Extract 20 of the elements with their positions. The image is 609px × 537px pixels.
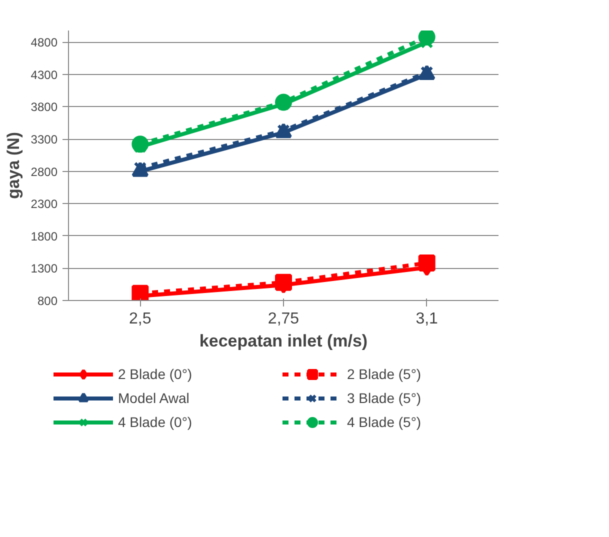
x-axis-title: kecepatan inlet (m/s)	[199, 332, 368, 350]
x-tick-label: 2,5	[129, 310, 152, 328]
y-tick-label: 2800	[30, 164, 58, 179]
legend-label: 2 Blade (5°)	[347, 366, 422, 382]
y-tick-label: 3300	[30, 132, 58, 147]
legend-label: 4 Blade (5°)	[347, 414, 422, 430]
x-tick-label: 3,1	[416, 310, 438, 328]
y-tick-label: 4800	[30, 36, 58, 50]
legend-label: Model Awal	[118, 390, 190, 406]
y-tick-label: 1800	[30, 229, 58, 244]
x-tick-label: 2,75	[268, 310, 300, 328]
y-tick-label: 1300	[30, 262, 58, 276]
y-tick-label: 4300	[30, 68, 58, 82]
y-tick-label: 3800	[30, 100, 58, 114]
legend-label: 4 Blade (0°)	[118, 414, 194, 430]
y-tick-label: 2300	[30, 197, 58, 212]
y-tick-label: 800	[37, 294, 58, 308]
y-axis-title: gaya (N)	[4, 132, 23, 200]
legend-label: 2 Blade (0°)	[118, 366, 194, 382]
legend-label: 3 Blade (5°)	[347, 390, 422, 406]
